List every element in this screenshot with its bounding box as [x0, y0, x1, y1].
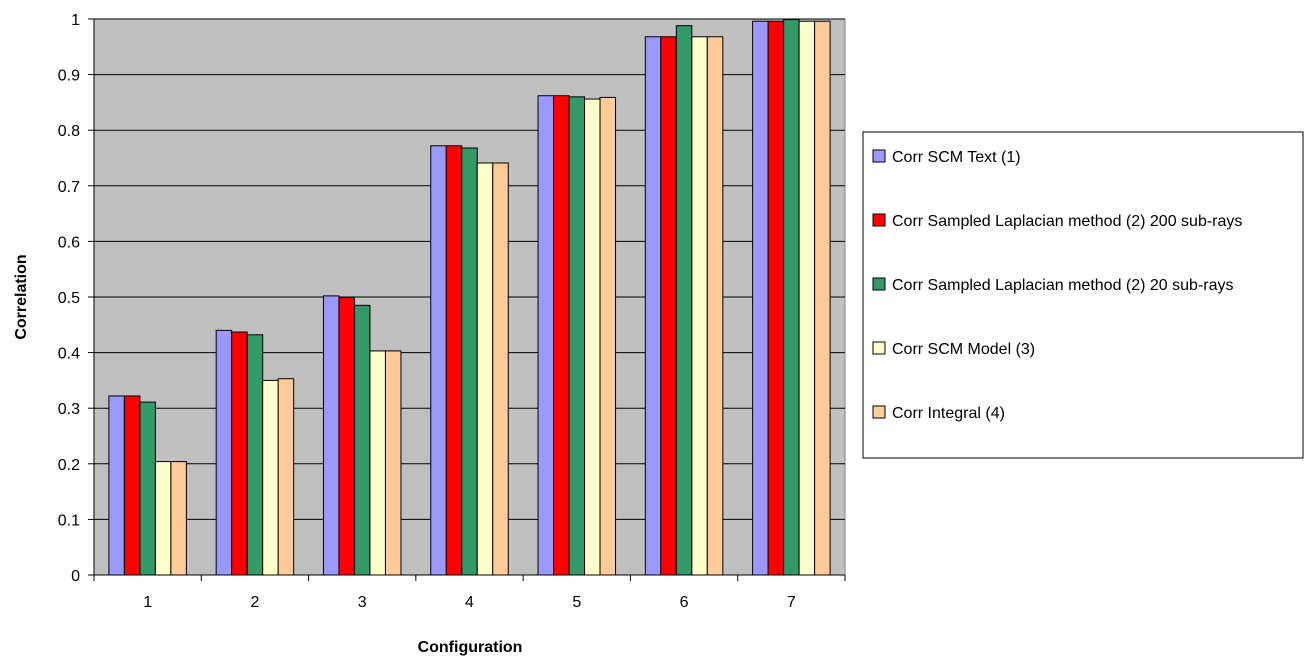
y-tick-labels: 0 0.1 0.2 0.3 0.4 0.5 0.6 0.7 0.8 0.9 1 — [58, 12, 80, 585]
x-tick-label: 4 — [465, 594, 474, 611]
bar — [767, 20, 785, 576]
bar — [170, 461, 187, 576]
bar — [537, 95, 555, 576]
bar — [476, 162, 494, 576]
bar — [246, 334, 264, 576]
x-tick-label: 6 — [680, 594, 689, 611]
bar — [353, 304, 371, 576]
y-tick-label: 0.5 — [58, 290, 80, 307]
legend-label: Corr Sampled Laplacian method (2) 20 sub… — [892, 277, 1234, 294]
legend-label: Corr SCM Text (1) — [892, 149, 1021, 166]
bar — [108, 395, 125, 576]
legend-label: Corr Sampled Laplacian method (2) 200 su… — [892, 213, 1242, 230]
legend-label: Corr Integral (4) — [892, 405, 1005, 422]
bar — [492, 162, 509, 576]
legend-swatch — [872, 341, 886, 355]
y-tick-label: 0.1 — [58, 512, 80, 529]
bar — [322, 295, 340, 576]
legend-swatch — [872, 213, 886, 227]
bar — [430, 145, 447, 576]
bar — [338, 297, 355, 576]
bar — [798, 20, 816, 576]
legend-swatch — [872, 277, 886, 291]
bar — [384, 350, 402, 576]
axes — [88, 18, 846, 581]
y-tick-label: 0.6 — [58, 234, 80, 251]
bar — [262, 379, 279, 576]
x-tick-labels: 1 2 3 4 5 6 7 — [143, 594, 796, 611]
bar — [644, 36, 662, 576]
bar — [139, 401, 156, 576]
y-tick-label: 0 — [71, 568, 80, 585]
bar — [814, 20, 831, 576]
bar — [123, 395, 141, 576]
x-tick-label: 3 — [358, 594, 367, 611]
bar — [660, 36, 677, 576]
bar — [783, 19, 800, 576]
bar — [553, 95, 570, 576]
bar — [691, 36, 708, 576]
x-tick-label: 2 — [250, 594, 259, 611]
y-tick-label: 0.4 — [58, 346, 80, 363]
x-tick-label: 5 — [572, 594, 581, 611]
y-axis-title: Correlation — [13, 254, 30, 339]
bar — [231, 331, 248, 576]
x-axis-title: Configuration — [418, 639, 523, 656]
bar — [675, 25, 693, 576]
bar — [568, 96, 586, 576]
bar — [461, 147, 478, 576]
bar — [215, 329, 233, 576]
bar — [154, 461, 172, 576]
y-tick-label: 0.2 — [58, 457, 80, 474]
bar — [706, 36, 724, 576]
x-tick-label: 7 — [787, 594, 796, 611]
y-tick-label: 0.9 — [58, 68, 80, 85]
legend-box — [862, 131, 1304, 459]
legend-label: Corr SCM Model (3) — [892, 341, 1035, 358]
legend-swatch — [872, 149, 886, 163]
legend-swatch — [872, 405, 886, 419]
bar — [752, 20, 769, 576]
y-tick-label: 0.7 — [58, 179, 80, 196]
legend: Corr SCM Text (1) Corr Sampled Laplacian … — [862, 131, 1304, 459]
bar — [369, 350, 386, 576]
y-tick-label: 0.3 — [58, 401, 80, 418]
y-tick-label: 0.8 — [58, 123, 80, 140]
bar — [599, 96, 617, 576]
bar — [445, 145, 463, 576]
y-tick-label: 1 — [71, 12, 80, 29]
bar — [277, 378, 295, 576]
bar — [584, 98, 601, 576]
x-tick-label: 1 — [143, 594, 152, 611]
